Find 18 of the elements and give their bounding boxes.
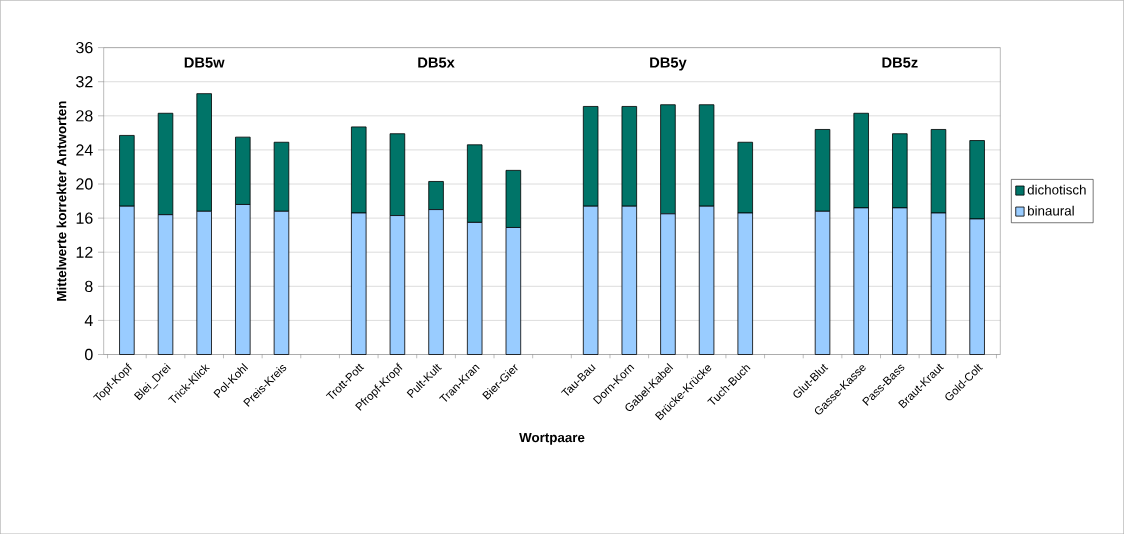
annotation: DB5w xyxy=(184,57,225,68)
y-axis-title: Mittelwerte korrekter Antworten xyxy=(56,101,67,301)
y-tick-label: 0 xyxy=(85,348,93,361)
x-axis-title: Wortpaare xyxy=(519,432,585,445)
y-tick-label: 32 xyxy=(76,75,93,88)
legend-label: dichotisch xyxy=(1027,184,1086,195)
y-tick-label: 4 xyxy=(84,314,93,326)
annotation: DB5y xyxy=(650,57,687,71)
y-tick-label: 16 xyxy=(76,212,93,224)
y-tick-label: 36 xyxy=(76,41,93,54)
annotation: DB5z xyxy=(882,57,918,68)
y-tick-label: 12 xyxy=(76,246,93,258)
y-tick-label: 28 xyxy=(76,110,93,122)
legend-label: binaural xyxy=(1028,205,1074,216)
y-tick-label: 20 xyxy=(76,178,93,190)
y-tick-label: 24 xyxy=(76,144,93,156)
y-tick-label: 8 xyxy=(85,280,93,292)
annotation: DB5x xyxy=(418,57,455,68)
